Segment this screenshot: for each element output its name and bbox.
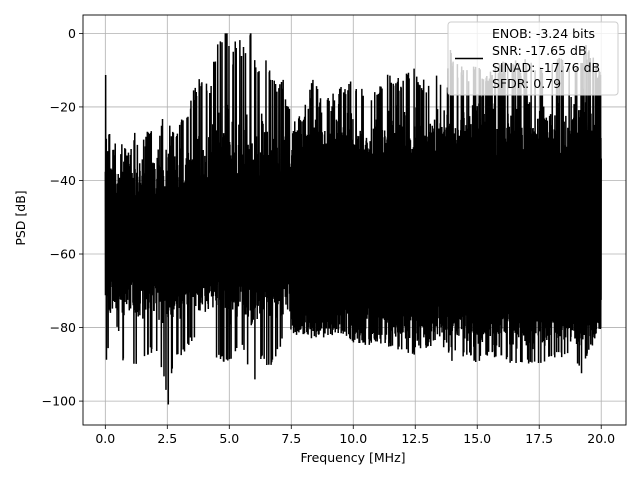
x-tick-label: 15.0 bbox=[463, 431, 491, 446]
psd-signal bbox=[104, 33, 602, 405]
y-tick-label: −100 bbox=[42, 394, 76, 409]
plot-frame bbox=[82, 14, 627, 426]
psd-line bbox=[104, 33, 602, 405]
x-tick-label: 10.0 bbox=[339, 431, 367, 446]
x-tick-label: 5.0 bbox=[219, 431, 239, 446]
x-axis-ticks: 0.0 2.5 5.0 7.5 10.0 12.5 15.0 17.5 20.0 bbox=[95, 425, 615, 446]
legend-box bbox=[447, 21, 619, 96]
legend-snr: SNR: -17.65 dB bbox=[492, 43, 587, 58]
y-axis-ticks: 0 −20 −40 −60 −80 −100 bbox=[42, 26, 83, 409]
y-tick-label: −80 bbox=[50, 320, 76, 335]
legend-sfdr: SFDR: 0.79 bbox=[492, 76, 561, 91]
x-tick-label: 17.5 bbox=[525, 431, 553, 446]
y-tick-label: −40 bbox=[50, 173, 76, 188]
legend-enob: ENOB: -3.24 bits bbox=[492, 26, 595, 41]
x-tick-label: 0.0 bbox=[95, 431, 115, 446]
y-tick-label: −60 bbox=[50, 247, 76, 262]
x-tick-label: 20.0 bbox=[587, 431, 615, 446]
x-tick-label: 12.5 bbox=[401, 431, 429, 446]
y-tick-label: −20 bbox=[50, 99, 76, 114]
x-axis-label: Frequency [MHz] bbox=[300, 450, 405, 465]
legend-sinad: SINAD: -17.76 dB bbox=[492, 60, 600, 75]
legend: ENOB: -3.24 bits SNR: -17.65 dB SINAD: -… bbox=[447, 21, 619, 96]
y-axis-label: PSD [dB] bbox=[13, 190, 28, 245]
y-tick-label: 0 bbox=[68, 26, 76, 41]
x-tick-label: 7.5 bbox=[281, 431, 301, 446]
x-tick-label: 2.5 bbox=[157, 431, 177, 446]
